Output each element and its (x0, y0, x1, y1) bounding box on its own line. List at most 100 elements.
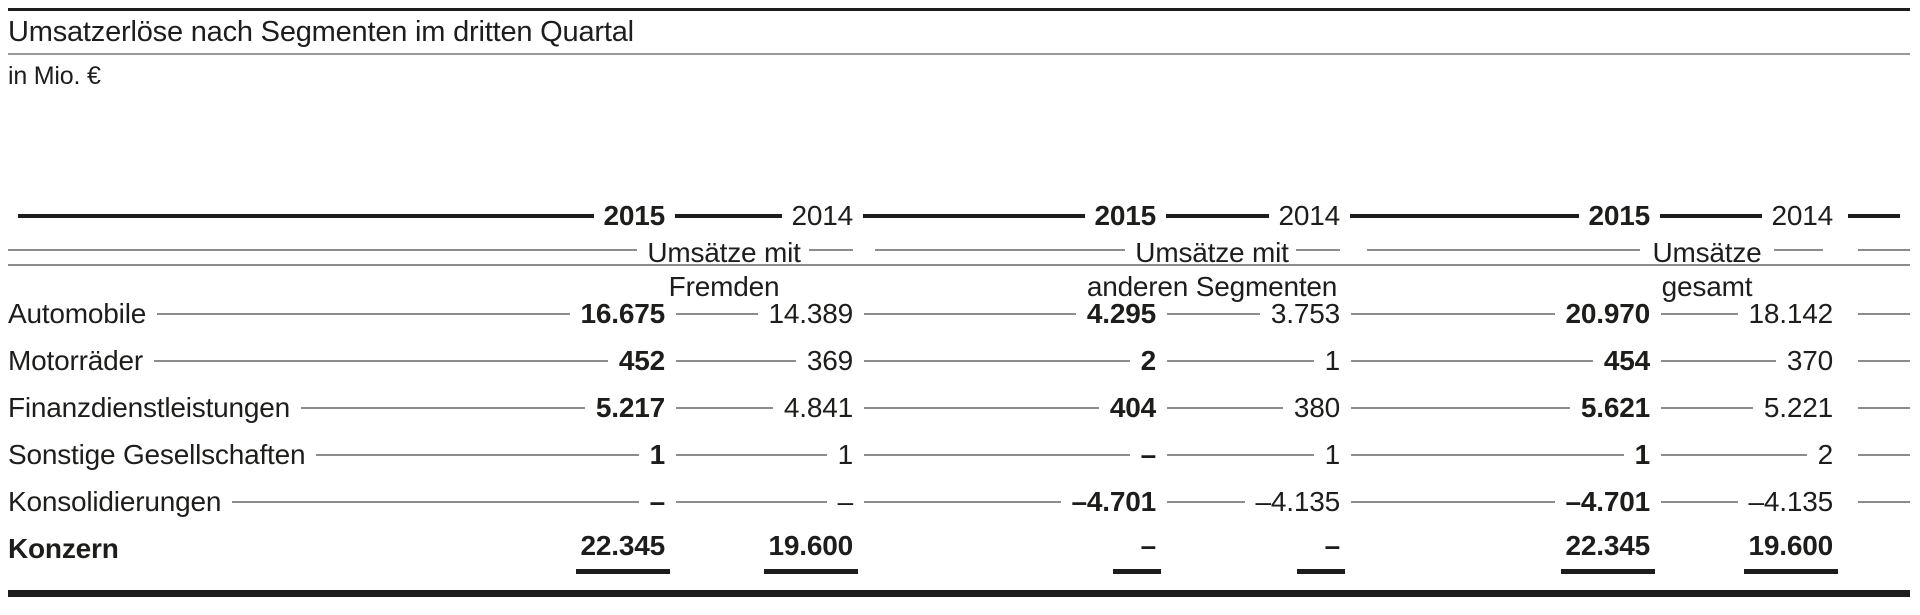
group3-label-line1: Umsätze (1652, 237, 1762, 268)
page-title: Umsatzerlöse nach Segmenten im dritten Q… (8, 16, 634, 48)
leader-line (864, 312, 1076, 315)
value-cell: – (1140, 438, 1157, 470)
group1-trail-line (809, 249, 853, 251)
leader-line (676, 359, 796, 362)
group1-label-line1: Umsätze mit (647, 237, 801, 268)
leader-line (676, 312, 758, 315)
row-label: Automobile (8, 297, 147, 329)
leader-line (1351, 453, 1624, 456)
value-cell: 16.675 (580, 297, 666, 329)
group2-label: Umsätze mit anderen Segmenten (1086, 236, 1338, 304)
rule-segment (675, 214, 782, 218)
leader-line (1858, 406, 1910, 409)
top-rule (8, 8, 1910, 11)
group3-trail-line (1774, 249, 1823, 251)
leader-line (1661, 406, 1753, 409)
value-cell: 404 (1109, 391, 1156, 423)
unit-label: in Mio. € (8, 62, 101, 90)
value-cell: –4.135 (1255, 485, 1341, 517)
leader-line (864, 453, 1130, 456)
leader-line (1661, 500, 1738, 503)
value-cell: 1 (837, 438, 854, 470)
total-value-cell: 19.600 (1743, 530, 1838, 574)
group1-lead-line (8, 249, 637, 251)
leader-line (676, 500, 827, 503)
year-2015-header: 2015 (603, 200, 666, 231)
group3-lead-line (1367, 249, 1640, 251)
value-cell: 2 (1817, 438, 1834, 470)
leader-line (157, 312, 570, 315)
year-2015-header: 2015 (1588, 200, 1651, 231)
value-cell: 20.970 (1565, 297, 1651, 329)
leader-line (676, 548, 753, 550)
leader-line (1167, 312, 1260, 315)
table-row-konzern-total: Konzern 22.345 19.600 – – 22.345 19.600 (8, 525, 1910, 574)
value-cell: 4.841 (783, 391, 853, 423)
group2-label-line1: Umsätze mit (1135, 237, 1289, 268)
year-2015-header: 2015 (1094, 200, 1157, 231)
leader-line (864, 548, 1102, 550)
total-value-cell: – (1112, 530, 1161, 574)
table-row-konsolidierungen: Konsolidierungen – – –4.701 –4.135 –4.701… (8, 478, 1910, 525)
value-cell: 1 (1324, 438, 1341, 470)
table-row-motorraeder: Motorräder 452 369 2 1 454 370 (8, 337, 1910, 384)
group2-label-line2: anderen Segmenten (1086, 271, 1338, 302)
value-cell: 5.221 (1763, 391, 1833, 423)
leader-line (301, 406, 585, 409)
year-2014-header: 2014 (1771, 200, 1834, 231)
value-cell: 369 (806, 344, 853, 376)
total-value-cell: 22.345 (575, 530, 670, 574)
table-row-finanzdienstleistungen: Finanzdienstleistungen 5.217 4.841 404 38… (8, 384, 1910, 431)
margin-stub-line (1858, 249, 1910, 251)
group1-label-line2: Fremden (668, 271, 780, 302)
value-cell: 18.142 (1748, 297, 1834, 329)
row-label: Finanzdienstleistungen (8, 391, 291, 423)
leader-line (1858, 312, 1910, 315)
leader-line (1351, 548, 1550, 550)
leader-line (864, 500, 1061, 503)
leader-line (1858, 500, 1910, 503)
value-cell: – (649, 485, 666, 517)
leader-line (1167, 500, 1245, 503)
total-value-cell: 22.345 (1560, 530, 1655, 574)
bottom-rule (8, 590, 1910, 597)
leader-line (864, 359, 1130, 362)
value-cell: 380 (1293, 391, 1340, 423)
row-label: Motorräder (8, 344, 143, 376)
rule-segment (863, 214, 1085, 218)
group3-label: Umsätze gesamt (1652, 236, 1761, 304)
value-cell: 14.389 (768, 297, 854, 329)
rule-segment (1350, 214, 1579, 218)
group2-lead-line (875, 249, 1125, 251)
year-header-row: 2015 2014 2015 2014 2015 2014 (8, 198, 1910, 234)
value-cell: 3.753 (1270, 297, 1340, 329)
leader-line (1351, 312, 1555, 315)
leader-line (153, 359, 608, 362)
leader-line (1661, 548, 1733, 550)
value-cell: 5.621 (1580, 391, 1650, 423)
value-cell: –4.701 (1565, 485, 1651, 517)
leader-line (676, 406, 773, 409)
group1-label: Umsätze mit Fremden (647, 236, 801, 304)
leader-line (1661, 359, 1776, 362)
value-cell: 1 (1324, 344, 1341, 376)
value-cell: 5.217 (595, 391, 665, 423)
leader-line (1858, 548, 1910, 550)
leader-line (130, 548, 565, 550)
value-cell: 1 (1634, 438, 1651, 470)
leader-line (1858, 359, 1910, 362)
value-cell: 2 (1140, 344, 1157, 376)
table-row-sonstige-gesellschaften: Sonstige Gesellschaften 1 1 – 1 1 2 (8, 431, 1910, 478)
leader-line (864, 406, 1099, 409)
row-label: Sonstige Gesellschaften (8, 438, 306, 470)
leader-line (1167, 406, 1283, 409)
leader-line (1167, 359, 1314, 362)
rule-segment (1166, 214, 1269, 218)
value-cell: 1 (649, 438, 666, 470)
leader-line (316, 453, 639, 456)
value-cell: –4.701 (1071, 485, 1157, 517)
leader-line (676, 453, 827, 456)
value-cell: –4.135 (1748, 485, 1834, 517)
row-label: Konsolidierungen (8, 485, 222, 517)
value-cell: 370 (1786, 344, 1833, 376)
